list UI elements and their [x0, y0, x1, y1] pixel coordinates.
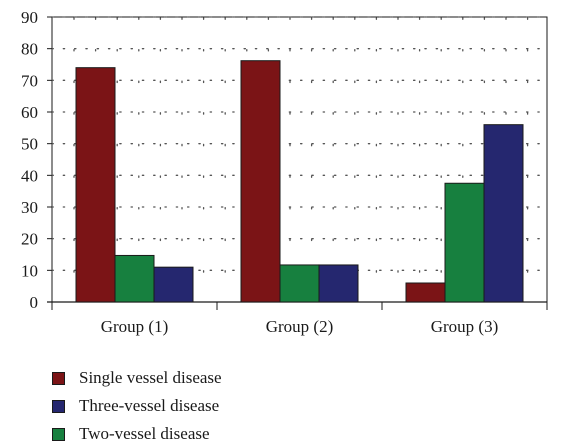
- y-tick-label: 20: [21, 230, 38, 249]
- legend-item-three-vessel: Three-vessel disease: [52, 392, 222, 420]
- legend-item-single-vessel: Single vessel disease: [52, 364, 222, 392]
- legend-swatch-single-vessel: [52, 371, 65, 385]
- y-tick-label: 0: [30, 293, 39, 312]
- bar-three-vessel-disease-group-3: [483, 124, 524, 303]
- bar-single-vessel-disease-group-3: [405, 282, 446, 303]
- legend-swatch-two-vessel: [52, 427, 65, 441]
- y-tick-label: 40: [21, 166, 38, 185]
- x-category-label: Group (2): [266, 317, 334, 336]
- bar-two-vessel-disease-group-2: [279, 264, 320, 303]
- bar-chart: 0 10 20 30 40 50 60 70 80 90 Group (1) Group (2) Gro…: [21, 8, 548, 336]
- legend-label-three-vessel: Three-vessel disease: [79, 396, 220, 415]
- bar-single-vessel-disease-group-1: [75, 67, 116, 303]
- bar-two-vessel-disease-group-3: [444, 182, 485, 303]
- legend-label-two-vessel: Two-vessel disease: [79, 424, 210, 443]
- bar-three-vessel-disease-group-2: [318, 264, 359, 303]
- legend-item-two-vessel: Two-vessel disease: [52, 420, 222, 448]
- y-tick-label: 90: [21, 8, 38, 27]
- bar-three-vessel-disease-group-1: [153, 266, 194, 303]
- y-tick-label: 30: [21, 198, 38, 217]
- y-tick-label: 60: [21, 103, 38, 122]
- bar-two-vessel-disease-group-1: [114, 254, 155, 303]
- y-tick-label: 50: [21, 135, 38, 154]
- y-tick-label: 10: [21, 261, 38, 280]
- x-category-label: Group (1): [101, 317, 169, 336]
- y-tick-label: 80: [21, 40, 38, 59]
- bar-single-vessel-disease-group-2: [240, 60, 281, 303]
- legend-swatch-three-vessel: [52, 399, 65, 413]
- legend: Single vessel disease Three-vessel disea…: [52, 364, 222, 448]
- x-category-label: Group (3): [431, 317, 499, 336]
- legend-label-single-vessel: Single vessel disease: [79, 368, 222, 387]
- y-tick-label: 70: [21, 71, 38, 90]
